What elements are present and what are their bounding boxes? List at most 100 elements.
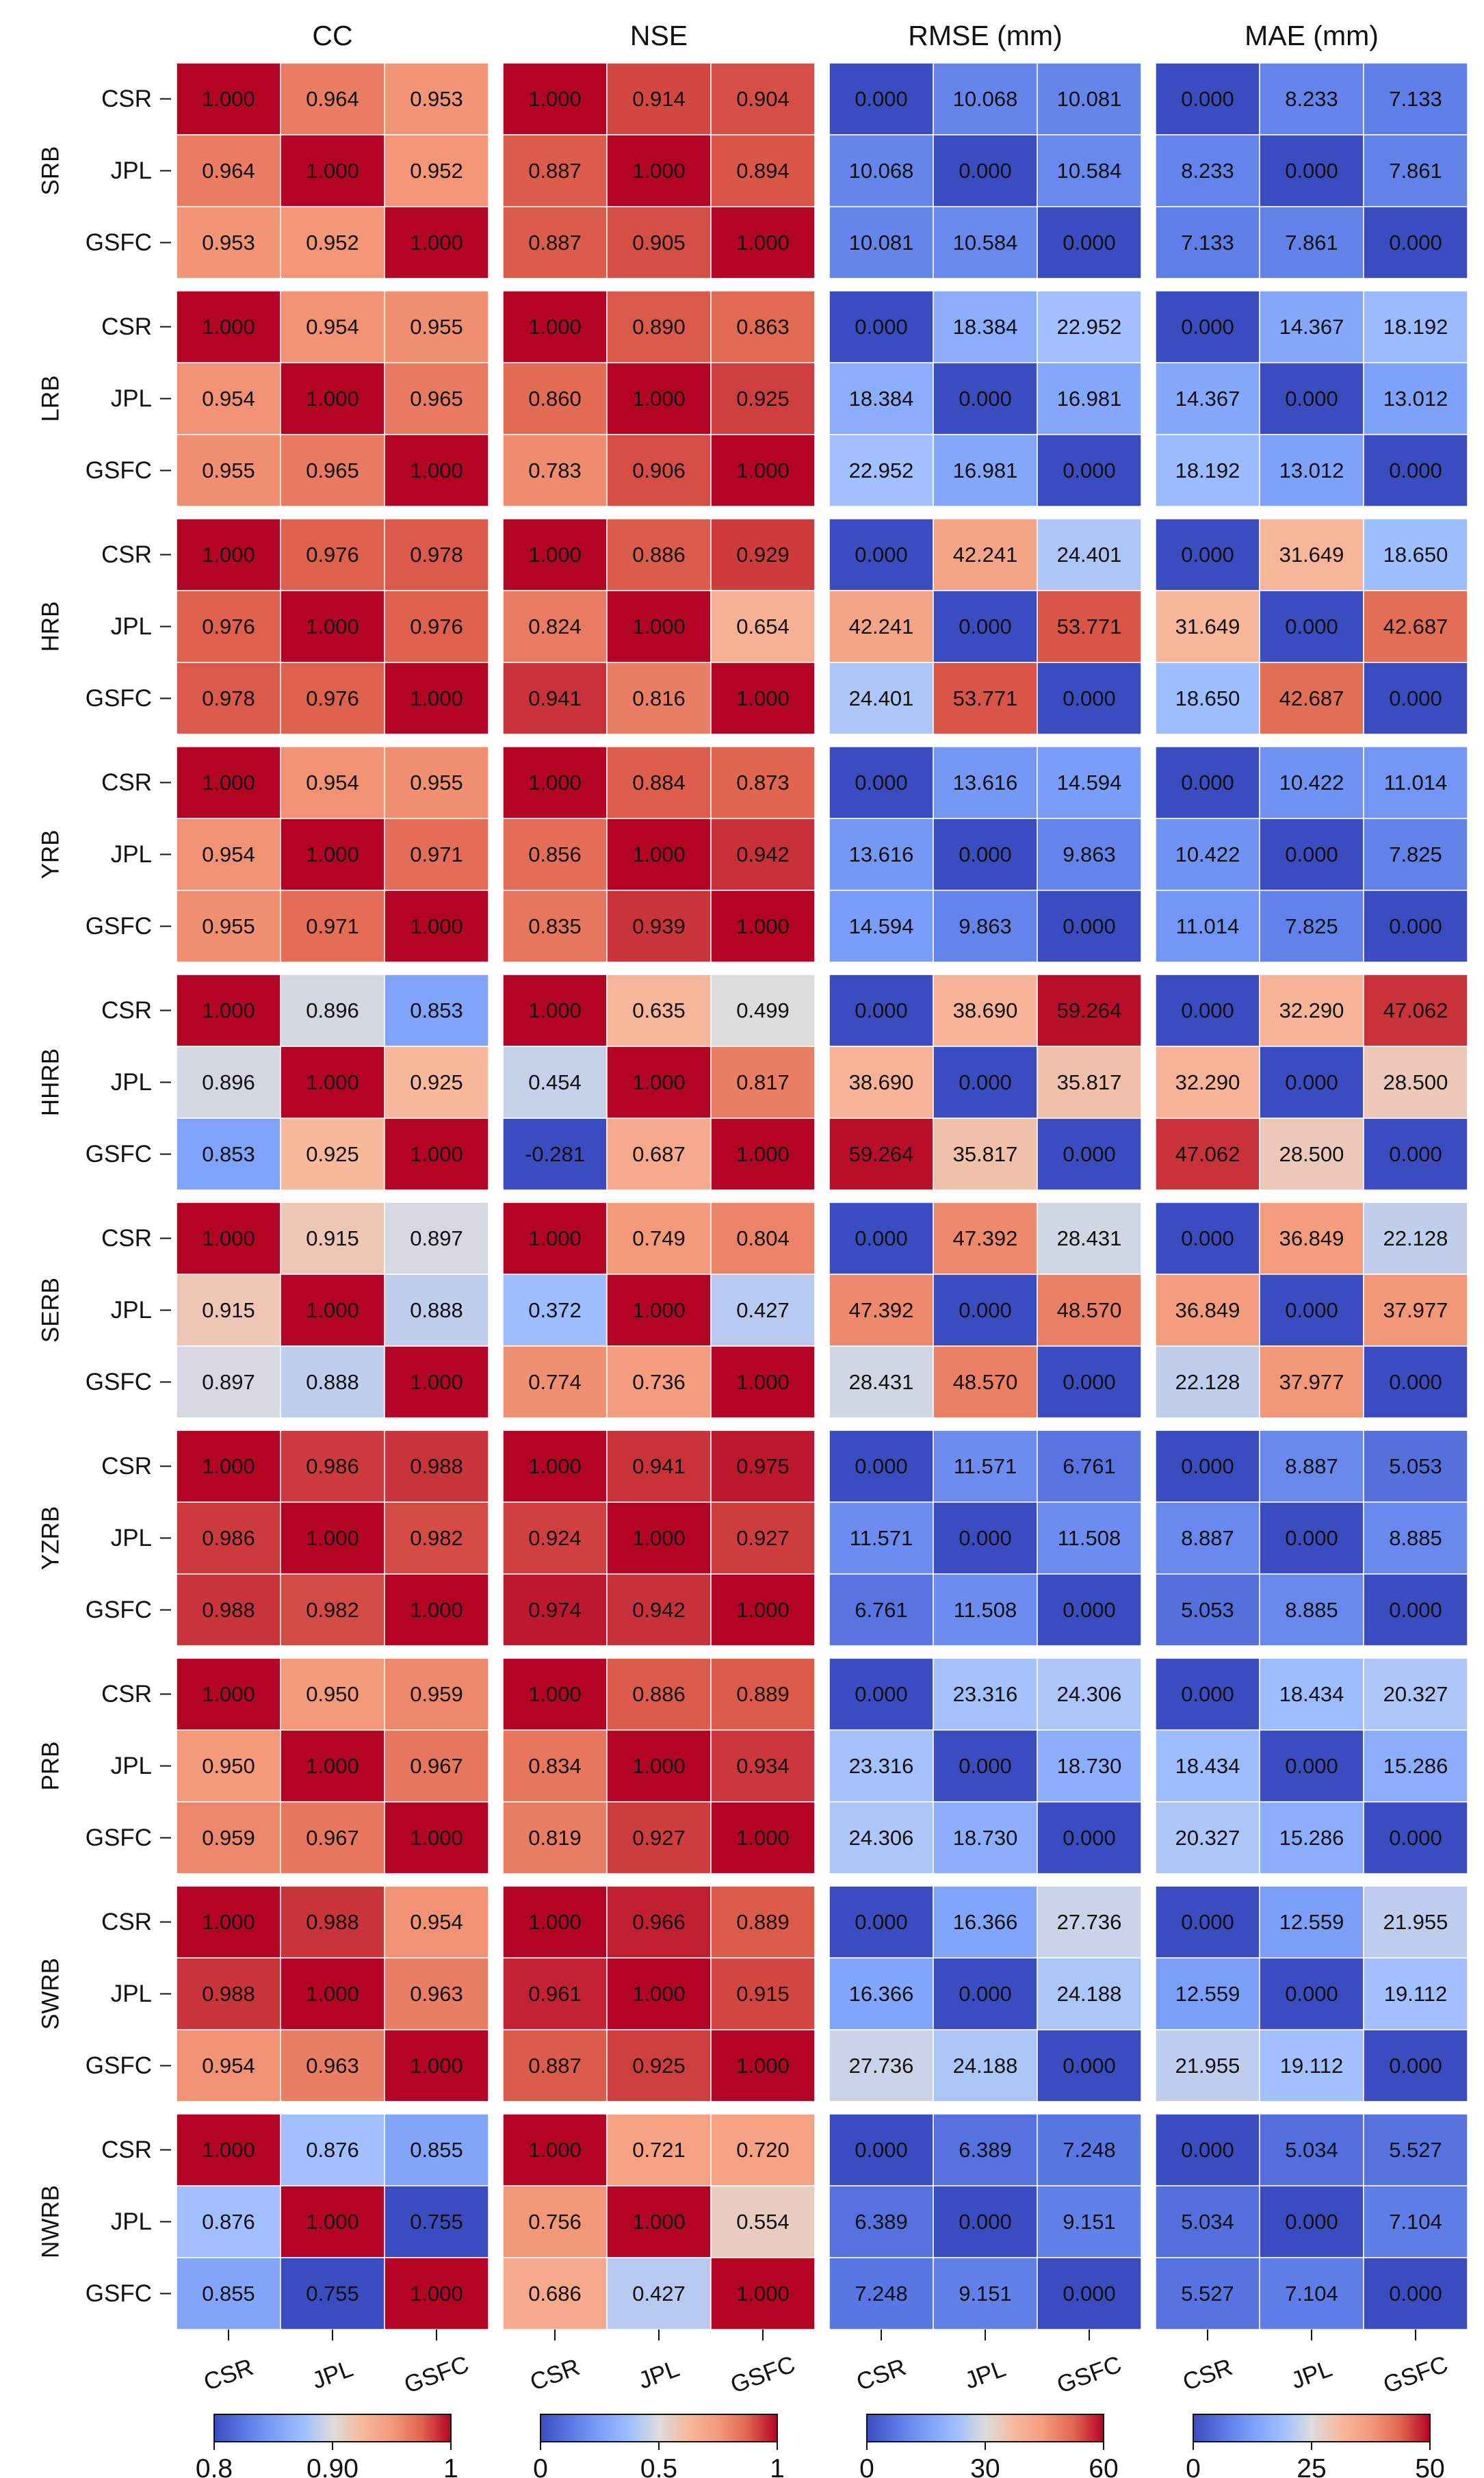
cell-value-yrb-mae-0-1: 10.422	[1279, 771, 1344, 795]
cell-value-prb-cc-1-0: 0.950	[202, 1754, 255, 1778]
cell-value-yzrb-nse-1-0: 0.924	[528, 1526, 582, 1550]
cell-value-yzrb-nse-1-1: 1.000	[632, 1526, 686, 1550]
cell-value-swrb-rmse-0-1: 16.366	[953, 1910, 1018, 1934]
cell-prb-nse-2-2	[710, 1801, 816, 1874]
cell-value-serb-rmse-0-0: 0.000	[855, 1226, 908, 1250]
cell-value-srb-rmse-1-0: 10.068	[849, 159, 914, 183]
cell-value-hrb-rmse-0-0: 0.000	[855, 543, 908, 567]
cell-value-swrb-rmse-1-0: 16.366	[849, 1982, 914, 2006]
cell-value-srb-rmse-0-1: 10.068	[953, 87, 1018, 111]
row-label-yrb-jpl: JPL	[111, 841, 152, 868]
cell-value-srb-nse-2-1: 0.905	[632, 231, 686, 255]
cell-prb-nse-1-1	[606, 1729, 712, 1803]
cell-hrb-rmse-1-2	[1037, 590, 1142, 663]
cell-value-yzrb-nse-2-2: 1.000	[736, 1598, 790, 1622]
cell-swrb-cc-1-0	[176, 1957, 281, 2030]
cell-serb-cc-2-0	[176, 1345, 281, 1419]
cell-value-nwrb-mae-1-0: 5.034	[1181, 2210, 1234, 2234]
row-label-hhrb-jpl: JPL	[111, 1069, 152, 1096]
cell-value-nwrb-mae-0-1: 5.034	[1285, 2138, 1338, 2162]
cell-value-serb-cc-2-2: 1.000	[410, 1370, 463, 1394]
cell-swrb-mae-0-1	[1259, 1885, 1364, 1959]
cell-value-serb-cc-0-2: 0.897	[410, 1226, 463, 1250]
cell-value-prb-cc-0-1: 0.950	[306, 1682, 359, 1706]
cell-value-hhrb-mae-2-2: 0.000	[1389, 1142, 1442, 1166]
cell-value-yrb-nse-1-2: 0.942	[736, 842, 790, 866]
cell-value-hrb-rmse-1-1: 0.000	[959, 615, 1012, 638]
cell-value-yzrb-cc-2-1: 0.982	[306, 1598, 359, 1622]
cell-value-lrb-mae-2-0: 18.192	[1175, 459, 1240, 482]
cell-lrb-mae-2-0	[1155, 434, 1260, 507]
cell-prb-rmse-1-0	[829, 1729, 934, 1803]
cell-value-lrb-cc-1-0: 0.954	[202, 387, 255, 411]
cell-swrb-mae-1-1	[1259, 1957, 1364, 2030]
cell-value-prb-mae-1-1: 0.000	[1285, 1754, 1338, 1778]
cell-hhrb-mae-0-1	[1259, 974, 1364, 1047]
cell-value-hhrb-cc-0-0: 1.000	[202, 998, 255, 1022]
cell-value-lrb-nse-2-2: 1.000	[736, 459, 790, 482]
colorbar-tick-label-mae-1: 25	[1297, 2454, 1326, 2478]
cell-yrb-mae-1-2	[1363, 818, 1468, 891]
cell-srb-rmse-2-1	[933, 206, 1038, 279]
cell-nwrb-mae-1-0	[1155, 2185, 1260, 2258]
cell-value-yzrb-nse-0-0: 1.000	[528, 1454, 582, 1478]
cell-hhrb-nse-2-2	[710, 1118, 816, 1191]
cell-serb-nse-2-1	[606, 1345, 712, 1419]
cell-yrb-mae-2-2	[1363, 890, 1468, 963]
cell-yrb-rmse-1-1	[933, 818, 1038, 891]
cell-yrb-mae-0-1	[1259, 746, 1364, 819]
cell-value-swrb-cc-1-2: 0.963	[410, 1982, 463, 2006]
cell-srb-mae-2-1	[1259, 206, 1364, 279]
cell-value-srb-rmse-0-0: 0.000	[855, 87, 908, 111]
cell-yzrb-mae-0-0	[1155, 1430, 1260, 1503]
cell-serb-cc-1-1	[280, 1274, 385, 1347]
cell-value-lrb-mae-0-0: 0.000	[1181, 315, 1234, 339]
cell-lrb-rmse-0-0	[829, 290, 934, 363]
cell-hhrb-cc-2-2	[384, 1118, 489, 1191]
cell-value-yzrb-rmse-0-0: 0.000	[855, 1454, 908, 1478]
cell-hrb-nse-1-1	[606, 590, 712, 663]
cell-value-hrb-nse-0-1: 0.886	[632, 543, 686, 567]
cell-value-srb-nse-0-0: 1.000	[528, 87, 582, 111]
cell-value-serb-mae-1-1: 0.000	[1285, 1298, 1338, 1322]
cell-value-nwrb-rmse-1-1: 0.000	[959, 2210, 1012, 2234]
colorbar-nse	[540, 2414, 778, 2442]
cell-prb-rmse-2-1	[933, 1801, 1038, 1874]
cell-hrb-nse-0-0	[502, 518, 608, 591]
cell-value-hrb-mae-0-1: 31.649	[1279, 543, 1344, 567]
cell-value-serb-cc-1-1: 1.000	[306, 1298, 359, 1322]
metric-title-mae: MAE (mm)	[1245, 20, 1379, 51]
cell-value-srb-mae-2-0: 7.133	[1181, 231, 1234, 255]
cell-value-serb-rmse-0-1: 47.392	[953, 1226, 1018, 1250]
cell-value-hhrb-nse-2-1: 0.687	[632, 1142, 686, 1166]
cell-value-yrb-mae-1-2: 7.825	[1389, 842, 1442, 866]
cell-value-serb-mae-0-2: 22.128	[1383, 1226, 1448, 1250]
cell-lrb-cc-0-1	[280, 290, 385, 363]
cell-value-hhrb-cc-2-2: 1.000	[410, 1142, 463, 1166]
cell-value-hrb-rmse-2-1: 53.771	[953, 686, 1018, 710]
cell-nwrb-cc-2-0	[176, 2257, 281, 2330]
cell-prb-nse-1-2	[710, 1729, 816, 1803]
cell-value-srb-nse-1-0: 0.887	[528, 159, 582, 183]
basin-label-srb: SRB	[38, 146, 64, 196]
cell-srb-nse-0-0	[502, 62, 608, 135]
cell-hhrb-cc-0-2	[384, 974, 489, 1047]
row-label-nwrb-csr: CSR	[101, 2137, 152, 2163]
cell-swrb-rmse-0-1	[933, 1885, 1038, 1959]
cell-hhrb-nse-1-0	[502, 1046, 608, 1119]
cell-value-srb-nse-1-2: 0.894	[736, 159, 790, 183]
cell-hhrb-cc-1-0	[176, 1046, 281, 1119]
cell-hhrb-mae-1-2	[1363, 1046, 1468, 1119]
cell-value-srb-mae-0-0: 0.000	[1181, 87, 1234, 111]
cell-value-yzrb-cc-2-0: 0.988	[202, 1598, 255, 1622]
cell-yrb-mae-2-0	[1155, 890, 1260, 963]
cell-yrb-cc-0-0	[176, 746, 281, 819]
cell-value-lrb-nse-0-2: 0.863	[736, 315, 790, 339]
cell-value-yzrb-mae-1-0: 8.887	[1181, 1526, 1234, 1550]
cell-value-swrb-nse-2-2: 1.000	[736, 2054, 790, 2078]
x-tick-label-nse-csr: CSR	[527, 2353, 584, 2396]
cell-value-hhrb-cc-1-0: 0.896	[202, 1070, 255, 1094]
cell-yzrb-rmse-2-2	[1037, 1573, 1142, 1647]
cell-swrb-cc-2-2	[384, 2029, 489, 2102]
